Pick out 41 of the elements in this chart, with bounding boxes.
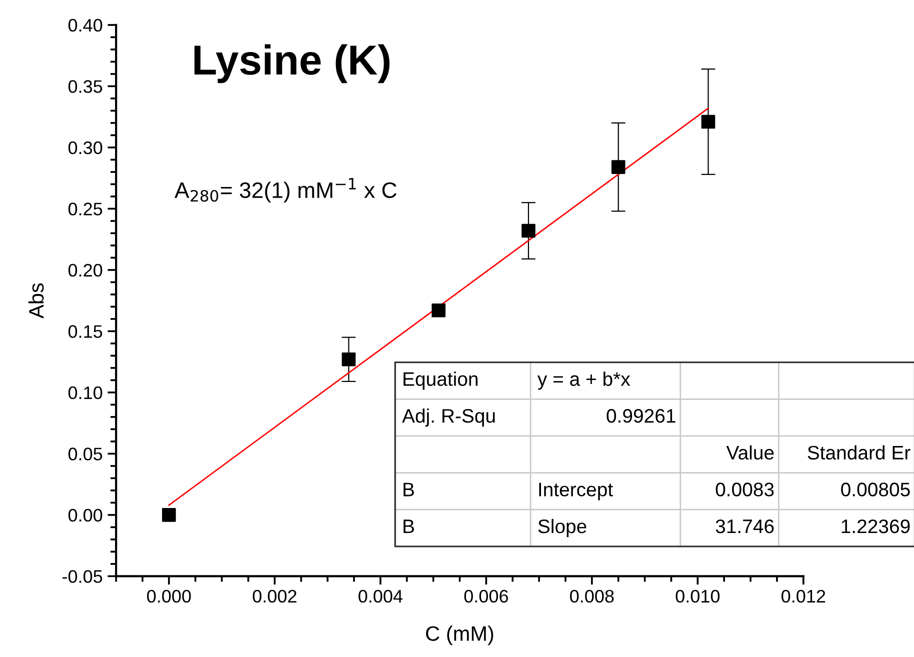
chart-title: Lysine (K) [194,44,390,84]
point [611,160,626,174]
x-tick-label: 0.004 [358,590,402,603]
annotation: Intercept [539,482,613,500]
x-tick-label: 0.012 [782,590,826,603]
annotation: y = a + b*x [537,372,630,390]
y-tick-label: 0.10 [68,386,102,400]
point [522,224,536,238]
annotation: 0.0083 [716,482,774,496]
y-tick-label: -0.05 [62,570,102,583]
annotation: Value [726,445,774,460]
text: 1.22369 [842,519,910,534]
y-tick-label: 0.05 [68,448,102,460]
annotation: B [404,520,414,534]
point [162,508,176,522]
y-tick-label: 0.30 [68,141,102,154]
text: Standard Er [808,445,910,460]
y-axis-title: Abs [28,283,44,318]
x-tick-label: 0.006 [464,590,508,603]
annotation: B [404,482,414,496]
point [432,303,446,318]
y-tick-label: 0.00 [68,508,102,522]
text: 0.00805 [841,482,910,496]
y-tick-label: 0.20 [68,264,102,277]
x-tick-label: 0.008 [570,590,614,603]
annotation: 0.99261 [606,409,676,423]
x-axis-title: C (mM) [426,626,494,646]
x-tick-label: 0.002 [252,590,296,603]
x-tick-label: 0.000 [147,590,191,603]
y-tick-label: 0.35 [68,80,102,93]
x-tick-label: 0.010 [676,590,720,603]
y-tick-label: 0.25 [68,202,102,216]
y-tick-label: 0.15 [68,325,102,338]
annotation: Equation [404,372,478,390]
annotation: A$_{280}$= 32(1) mM$^{−1}$ x C [174,178,396,202]
annotation: Adj. R-Squ [402,408,495,427]
annotation: Slope [538,518,586,538]
point [342,352,356,366]
y-tick-label: 0.40 [68,18,102,32]
point [701,114,716,129]
annotation: 31.746 [716,519,774,534]
